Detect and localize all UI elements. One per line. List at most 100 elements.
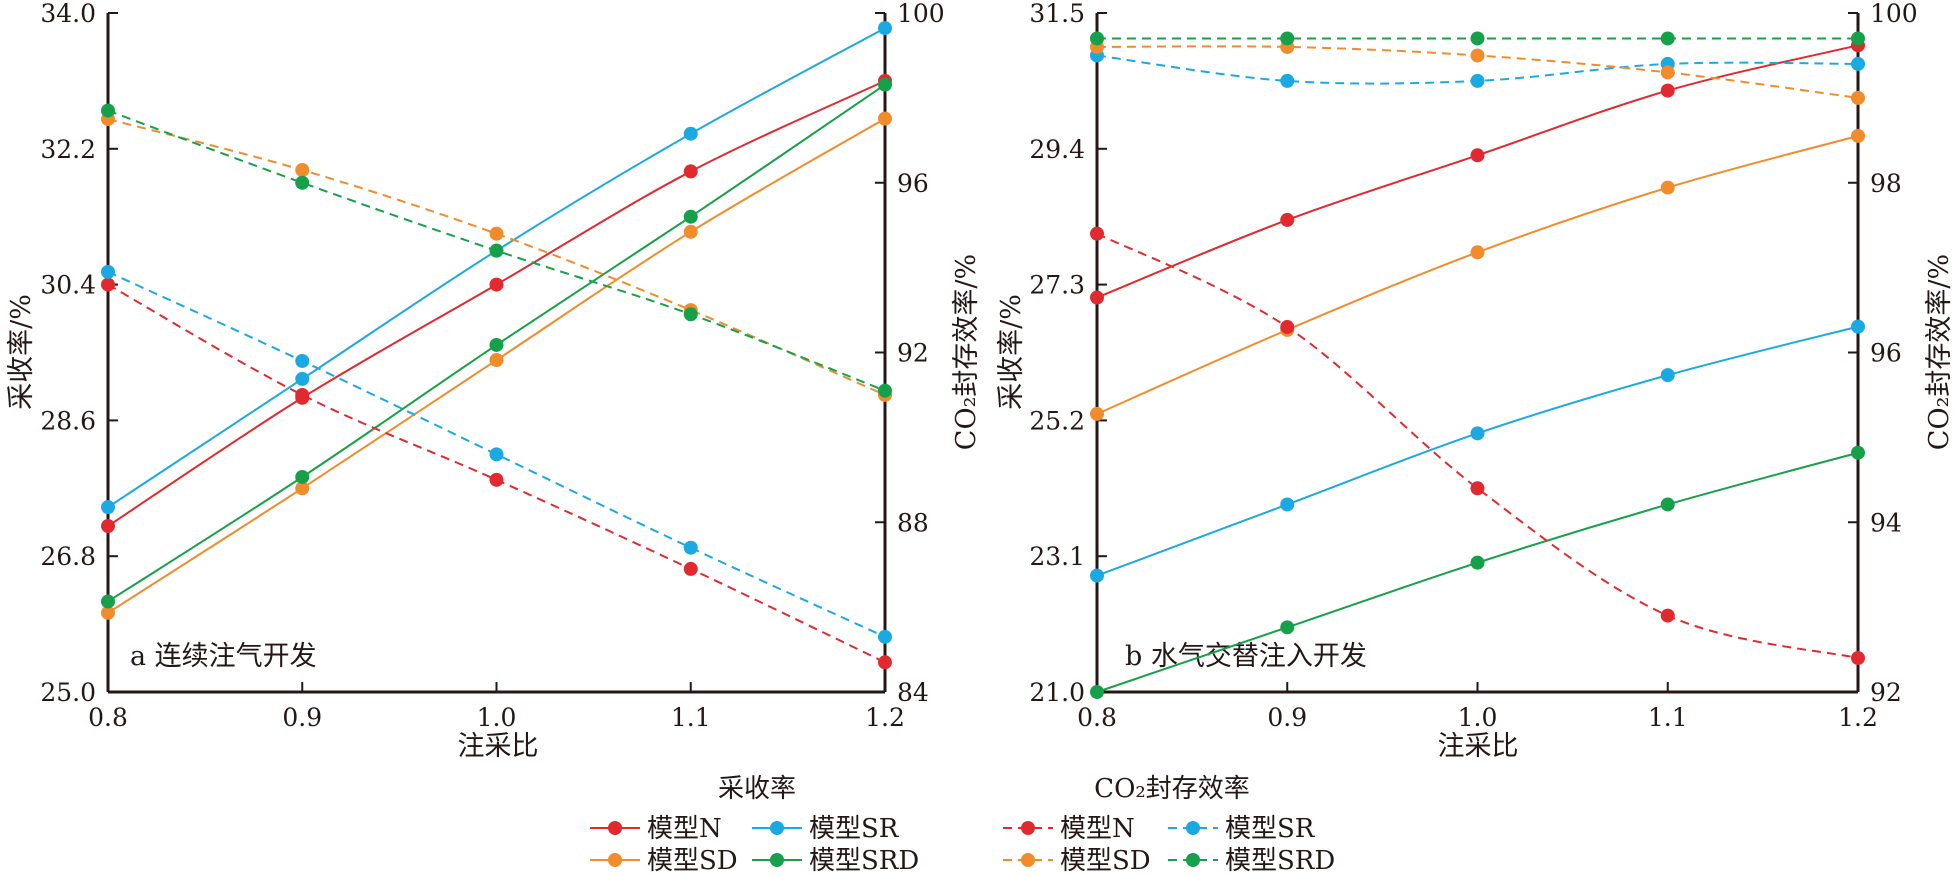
data-point-co2-model-sr: [1280, 73, 1295, 88]
legend-title-co2: CO₂封存效率: [1094, 774, 1250, 804]
y-tick-label-left: 25.0: [40, 678, 96, 707]
y-tick-label-right: 88: [897, 508, 929, 537]
chart-panel-b: 0.8 0.9 1.0 1.1 1.2 21.0 23.1 25.2 27.3 29.4 31.5 9…: [996, 0, 1955, 762]
y-tick-label-left: 25.2: [1029, 406, 1085, 435]
panel-annotation: a 连续注气开发: [130, 641, 317, 672]
data-point-recovery-model-sd: [295, 481, 310, 496]
data-point-co2-model-n: [683, 561, 698, 576]
legend-swatch-marker: [770, 853, 784, 867]
x-tick-label: 0.9: [282, 703, 322, 732]
data-point-co2-model-n: [101, 277, 115, 292]
y-tick-label-right: 84: [897, 678, 929, 707]
data-point-co2-model-sr: [101, 264, 115, 279]
data-point-recovery-model-srd: [878, 77, 892, 92]
data-point-co2-model-n: [295, 387, 310, 402]
data-point-co2-model-srd: [1090, 31, 1104, 46]
legend-swatch-marker: [770, 821, 784, 835]
data-point-recovery-model-sd: [878, 111, 892, 126]
data-point-co2-model-n: [1280, 320, 1295, 335]
legend-label: 模型SRD: [809, 846, 919, 875]
data-point-co2-model-sd: [295, 163, 310, 178]
y-tick-label-left: 30.4: [40, 271, 96, 300]
x-tick-label: 1.1: [1648, 703, 1688, 732]
data-point-recovery-model-sr: [1851, 319, 1865, 334]
data-point-co2-model-n: [1470, 481, 1485, 496]
y-tick-label-right: 96: [897, 169, 929, 198]
legend-label: 模型SR: [809, 814, 900, 844]
y-tick-label-right: 96: [1870, 339, 1902, 368]
data-point-co2-model-sr: [1470, 73, 1485, 88]
data-point-recovery-model-sd: [1090, 406, 1104, 421]
data-point-recovery-model-sr: [1470, 426, 1485, 441]
data-point-recovery-model-n: [683, 164, 698, 179]
data-point-recovery-model-sr: [878, 21, 892, 36]
data-point-recovery-model-sd: [1660, 180, 1675, 195]
x-tick-label: 1.0: [1458, 703, 1498, 732]
y-tick-label-left: 32.2: [40, 135, 96, 164]
y-tick-label-right: 92: [1870, 678, 1902, 707]
data-point-co2-model-sd: [1851, 90, 1865, 105]
data-point-recovery-model-sd: [101, 605, 115, 620]
y-axis-title-right: CO₂封存效率/%: [951, 254, 982, 450]
data-point-recovery-model-n: [489, 277, 504, 292]
x-tick-label: 0.8: [1077, 703, 1117, 732]
data-point-co2-model-n: [1851, 651, 1865, 666]
y-tick-label-right: 94: [1870, 508, 1902, 537]
x-tick-label: 0.8: [88, 703, 128, 732]
data-point-recovery-model-srd: [101, 594, 115, 609]
data-point-co2-model-sd: [489, 226, 504, 241]
legend-swatch-marker: [608, 821, 622, 835]
legend-label: 模型SD: [647, 846, 738, 875]
data-point-co2-model-sr: [683, 540, 698, 555]
data-point-recovery-model-n: [1090, 290, 1104, 305]
data-point-recovery-model-sr: [1090, 568, 1104, 583]
y-tick-label-left: 23.1: [1029, 542, 1085, 571]
y-tick-label-left: 27.3: [1029, 271, 1085, 300]
data-point-co2-model-srd: [1660, 31, 1675, 46]
data-point-co2-model-srd: [101, 103, 115, 118]
data-point-co2-model-sd: [1660, 65, 1675, 80]
data-point-co2-model-srd: [683, 307, 698, 322]
x-tick-label: 1.1: [671, 703, 711, 732]
series-line-recovery-model-sd: [1096, 134, 1859, 415]
y-tick-label-left: 34.0: [40, 0, 96, 28]
y-tick-label-left: 21.0: [1029, 678, 1085, 707]
data-point-recovery-model-srd: [1470, 555, 1485, 570]
legend-swatch-marker: [1021, 821, 1035, 835]
legend-label: 模型SR: [1225, 814, 1316, 844]
data-point-recovery-model-sd: [683, 224, 698, 239]
data-point-recovery-model-srd: [295, 469, 310, 484]
legend-label: 模型N: [1060, 814, 1135, 844]
legend-swatch-marker: [1021, 853, 1035, 867]
y-tick-label-right: 100: [1870, 0, 1918, 28]
data-point-co2-model-sr: [878, 629, 892, 644]
legend-swatch-marker: [1186, 821, 1200, 835]
data-point-recovery-model-sr: [101, 500, 115, 515]
data-point-recovery-model-srd: [1280, 620, 1295, 635]
data-point-recovery-model-sr: [683, 126, 698, 141]
data-point-co2-model-n: [489, 472, 504, 487]
legend-label: 模型SD: [1060, 846, 1151, 875]
data-point-co2-model-srd: [878, 383, 892, 398]
data-point-co2-model-sr: [1851, 56, 1865, 71]
x-axis-title: 注采比: [1438, 731, 1519, 762]
y-tick-label-left: 31.5: [1029, 0, 1085, 28]
data-point-recovery-model-sd: [489, 353, 504, 368]
legend-label: 模型SRD: [1225, 846, 1335, 875]
data-point-co2-model-srd: [295, 175, 310, 190]
data-point-co2-model-srd: [1851, 31, 1865, 46]
series-line-co2-model-sr: [107, 270, 886, 638]
legend-swatch-marker: [608, 853, 622, 867]
data-point-recovery-model-n: [1280, 212, 1295, 227]
y-axis-title-left: 采收率/%: [6, 294, 37, 410]
series-line-co2-model-n: [1096, 232, 1859, 660]
data-point-recovery-model-sd: [1470, 245, 1485, 260]
chart-panel-a: 0.8 0.9 1.0 1.1 1.2 25.0 26.8 28.6 30.4 32.2 34.0 8…: [6, 0, 982, 762]
y-tick-label-left: 29.4: [1029, 135, 1085, 164]
data-point-recovery-model-srd: [1660, 497, 1675, 512]
data-point-co2-model-srd: [489, 243, 504, 258]
y-tick-label-right: 100: [897, 0, 945, 28]
data-point-recovery-model-sr: [295, 371, 310, 386]
